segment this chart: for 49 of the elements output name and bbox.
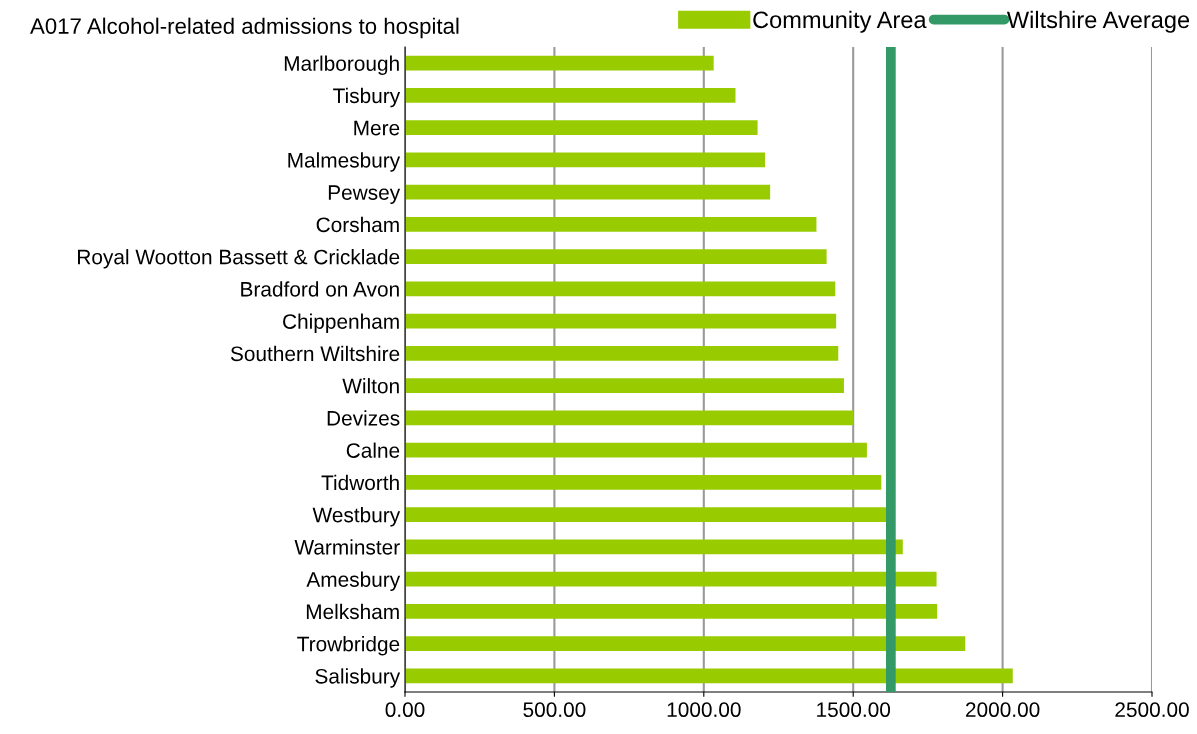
bar [405, 55, 714, 71]
y-tick-label: Trowbridge [297, 636, 400, 656]
y-tick-label: Corsham [316, 216, 399, 233]
bar [405, 378, 844, 393]
y-tick-label: Pewsey [328, 185, 401, 204]
y-tick-label: Mere [354, 120, 400, 136]
x-tick-label: 2500.00 [1115, 702, 1189, 718]
bar [405, 217, 817, 232]
bar [405, 184, 771, 200]
y-tick-label: Royal Wootton Bassett & Cricklade [78, 249, 400, 269]
y-tick-label: Westbury [312, 507, 401, 527]
y-tick-label: Tisbury [333, 87, 401, 108]
y-tick-label: Amesbury [306, 571, 401, 591]
y-tick-label: Calne [346, 442, 400, 458]
y-tick-label: Malmesbury [288, 152, 401, 172]
y-tick-label: Salisbury [315, 668, 401, 688]
bar [405, 668, 1013, 684]
legend-label: Community Area [753, 10, 927, 33]
bar [405, 571, 937, 587]
bar [405, 442, 867, 458]
bar [405, 88, 736, 103]
bar [405, 152, 766, 168]
bar [405, 604, 938, 619]
bar [405, 249, 827, 264]
x-tick-label: 1000.00 [667, 702, 741, 718]
bar [405, 507, 887, 522]
y-tick-label: Bradford on Avon [241, 281, 399, 297]
y-tick-label: Marlborough [284, 55, 399, 75]
y-tick-label: Chippenham [283, 313, 399, 333]
x-tick-label: 500.00 [523, 702, 586, 718]
x-tick-label: 2000.00 [966, 702, 1040, 718]
y-tick-label: Southern Wiltshire [230, 345, 400, 362]
bar [405, 539, 903, 555]
y-tick-label: Devizes [327, 410, 400, 426]
bar [405, 410, 854, 426]
y-tick-label: Melksham [306, 603, 399, 620]
bar [405, 475, 882, 490]
bar [405, 120, 758, 135]
x-tick-label: 1500.00 [817, 702, 891, 718]
y-tick-label: Warminster [294, 539, 400, 555]
chart-title: A017 Alcohol-related admissions to hospital [30, 17, 459, 39]
bar [405, 281, 836, 297]
bar [405, 636, 966, 651]
legend-label: Wiltshire Average [1006, 10, 1190, 33]
y-tick-label: Wilton [342, 378, 399, 394]
x-tick-label: 0.00 [385, 702, 425, 718]
y-tick-label: Tidworth [321, 474, 399, 491]
bar [405, 313, 837, 329]
bar [405, 346, 839, 361]
